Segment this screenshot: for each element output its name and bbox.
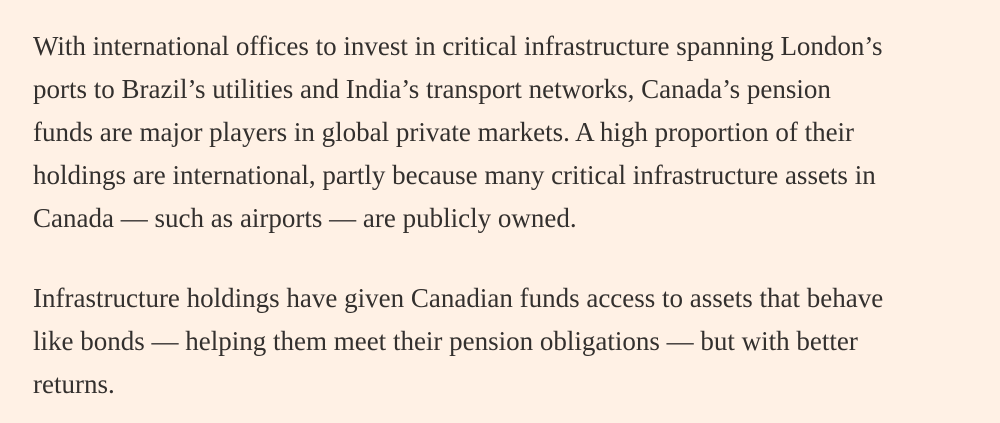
text-line: Infrastructure holdings have given Canad…	[33, 283, 884, 313]
paragraph: Infrastructure holdings have given Canad…	[33, 277, 980, 406]
paragraph: With international offices to invest in …	[33, 25, 980, 240]
text-line: Canada — such as airports — are publicly…	[33, 203, 577, 233]
text-line: returns.	[33, 369, 115, 399]
text-line: like bonds — helping them meet their pen…	[33, 326, 858, 356]
article-body: With international offices to invest in …	[33, 25, 980, 406]
text-line: With international offices to invest in …	[33, 31, 883, 61]
text-line: funds are major players in global privat…	[33, 117, 855, 147]
text-line: holdings are international, partly becau…	[33, 160, 876, 190]
text-line: ports to Brazil’s utilities and India’s …	[33, 74, 831, 104]
